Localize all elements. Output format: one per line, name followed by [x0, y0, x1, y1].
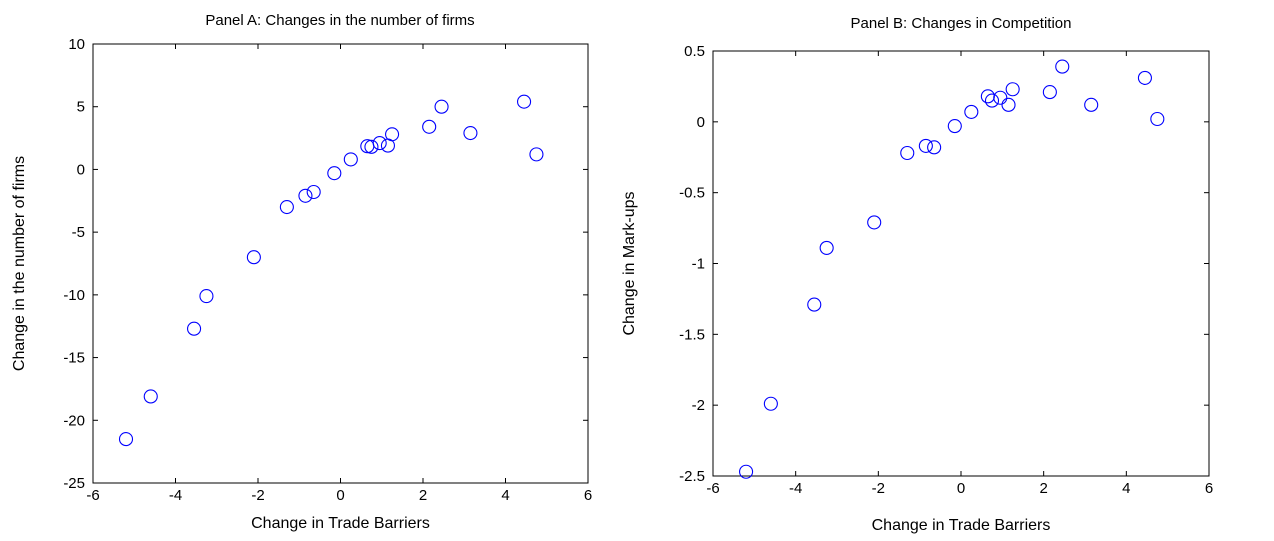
panel-b-data-point [947, 119, 962, 134]
panel-a-x-axis-label: Change in Trade Barriers [251, 515, 430, 532]
panel-a-data-point [306, 184, 321, 200]
panel-a-y-tick-label: 10 [68, 36, 85, 53]
panel-a-data-point [529, 147, 544, 162]
panel-a-y-tick-label: -25 [63, 475, 85, 492]
panel-b-x-tick-label: -4 [789, 480, 802, 497]
panel-a-y-tick-label: 5 [77, 99, 85, 116]
panel-a-x-tick-label: 4 [501, 487, 509, 504]
panel-a-data-point [327, 166, 342, 181]
panel-a-data-point [372, 136, 387, 151]
panel-a-y-tick-label: 0 [77, 161, 85, 178]
panel-a-data-point [298, 188, 313, 203]
panel-a-y-tick-label: -5 [72, 224, 85, 241]
panel-b-data-point [1005, 82, 1020, 97]
panel-a-y-tick-label: -10 [63, 287, 85, 304]
panel-b-data-point [1137, 70, 1152, 85]
panel-b-data-point [763, 396, 778, 411]
panel-a-title: Panel A: Changes in the number of firms [205, 12, 474, 29]
panel-b-data-point [984, 93, 1000, 108]
panel-b-y-tick-label: -0.5 [679, 185, 705, 202]
panel-a-y-axis-label: Change in the number of firms [11, 156, 28, 371]
panel-a-data-point [385, 127, 400, 142]
panel-b-y-tick-label: -1 [692, 256, 705, 273]
panel-b-x-tick-label: -2 [872, 480, 885, 497]
panel-b-axes-box [712, 50, 1210, 477]
panel-a-data-point [463, 126, 478, 141]
panel-b-x-axis-label: Change in Trade Barriers [872, 517, 1051, 534]
panel-b-x-tick-label: 2 [1039, 480, 1047, 497]
panel-b-x-tick-label: -6 [706, 480, 719, 497]
panel-b-data-point [927, 140, 942, 155]
panel-b-y-tick-label: -2 [692, 397, 705, 414]
panel-b-data-point [867, 215, 882, 230]
panel-b-y-tick-label: -2.5 [679, 468, 705, 485]
panel-b-data-point [918, 138, 933, 153]
panel-b-title: Panel B: Changes in Competition [851, 15, 1072, 32]
panel-a-data-point [364, 139, 379, 154]
panel-a-x-tick-label: 6 [584, 487, 592, 504]
panel-b-y-tick-label: 0 [697, 114, 705, 131]
panel-a-data-point [199, 289, 214, 304]
panel-b-data-point [807, 297, 822, 312]
panel-b-x-tick-label: 0 [957, 480, 965, 497]
panel-a-data-point [517, 94, 532, 109]
panel-b-data-point [980, 89, 995, 104]
panel-a-data-point [343, 152, 358, 167]
panel-a-x-tick-label: -4 [169, 487, 182, 504]
panel-a-x-tick-label: 2 [419, 487, 427, 504]
panel-a-axes-box [92, 43, 589, 484]
panel-b-data-point [1055, 59, 1070, 74]
panel-b-data-point [900, 145, 915, 161]
panel-b-data-point [993, 90, 1008, 105]
panel-b-data-point [964, 104, 979, 119]
panel-b-y-tick-label: -1.5 [679, 326, 705, 343]
panel-a-x-tick-label: 0 [336, 487, 344, 504]
panel-a-data-point [143, 389, 158, 404]
panel-a-y-tick-label: -20 [63, 412, 85, 429]
panel-a-data-point [187, 321, 202, 336]
panel-b-data-point [1001, 97, 1016, 112]
panel-a-data-point [422, 119, 437, 134]
panel-b-y-axis-label: Change in Mark-ups [621, 191, 638, 335]
panel-a-data-point [118, 432, 134, 447]
panel-b-data-point [819, 240, 834, 255]
panel-b-data-point [1084, 97, 1099, 112]
panel-b-data-point [1150, 111, 1165, 127]
panel-a-x-tick-label: -6 [86, 487, 99, 504]
panel-a-data-point [434, 99, 449, 114]
panel-a-x-tick-label: -2 [251, 487, 264, 504]
panel-b-y-tick-label: 0.5 [684, 43, 705, 60]
panel-a-data-point [246, 250, 261, 265]
panel-b-data-point [1042, 85, 1057, 100]
panel-b-x-tick-label: 4 [1122, 480, 1130, 497]
panel-b-x-tick-label: 6 [1205, 480, 1213, 497]
panel-a-data-point [279, 200, 294, 215]
panel-b-data-point [739, 464, 754, 479]
panel-a-y-tick-label: -15 [63, 350, 85, 367]
panel-b-chart: -6 -4 -2 0 2 4 6 -2.5 -2 -1.5 -1 -0.5 0 0.5 Panel B: C… [621, 15, 1213, 534]
